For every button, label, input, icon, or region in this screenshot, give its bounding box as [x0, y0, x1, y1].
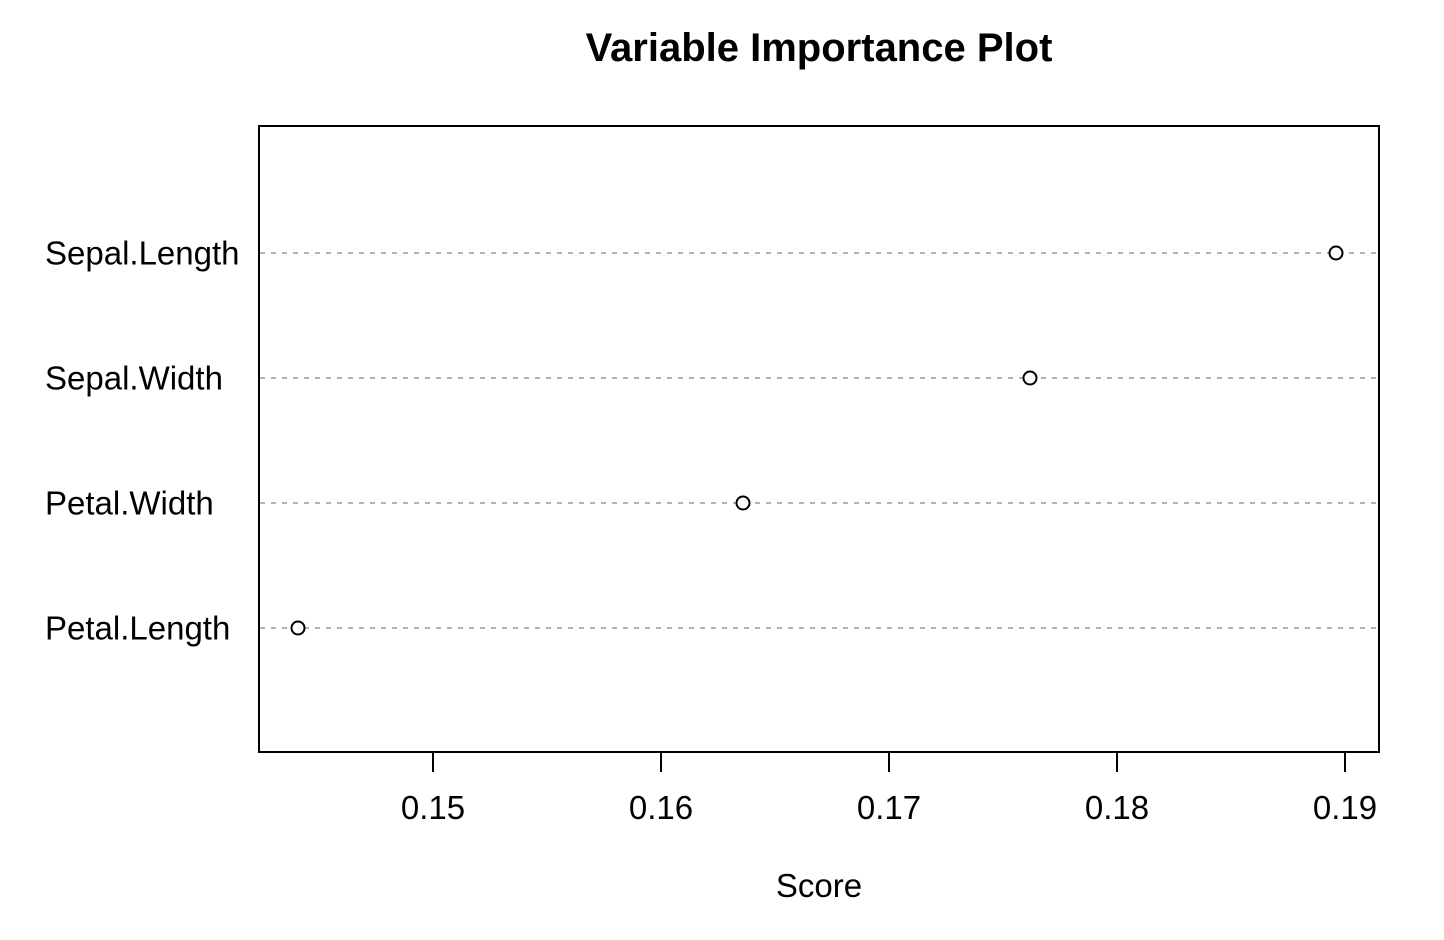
y-axis-label: Petal.Length [45, 609, 231, 647]
grid-line [260, 252, 1378, 254]
y-axis-label: Sepal.Width [45, 359, 223, 397]
data-point [290, 620, 306, 636]
x-tick-label: 0.19 [1312, 789, 1378, 826]
y-axis-label: Petal.Width [45, 484, 214, 522]
y-axis-label: Sepal.Length [45, 234, 240, 272]
x-tick-label: 0.16 [628, 789, 694, 826]
x-tick-label: 0.15 [400, 789, 466, 826]
x-tick-mark [1344, 753, 1346, 772]
x-tick-mark [888, 753, 890, 772]
chart-title: Variable Importance Plot [585, 26, 1053, 70]
x-tick-label: 0.17 [856, 789, 922, 826]
data-point [735, 495, 751, 511]
data-point [1328, 245, 1344, 261]
grid-line [260, 627, 1378, 629]
x-tick-mark [1116, 753, 1118, 772]
x-tick-mark [660, 753, 662, 772]
x-tick-label: 0.18 [1084, 789, 1150, 826]
x-tick-mark [432, 753, 434, 772]
plot-area [258, 125, 1380, 753]
grid-line [260, 502, 1378, 504]
x-axis-title: Score [775, 867, 863, 904]
data-point [1022, 370, 1038, 386]
grid-line [260, 377, 1378, 379]
